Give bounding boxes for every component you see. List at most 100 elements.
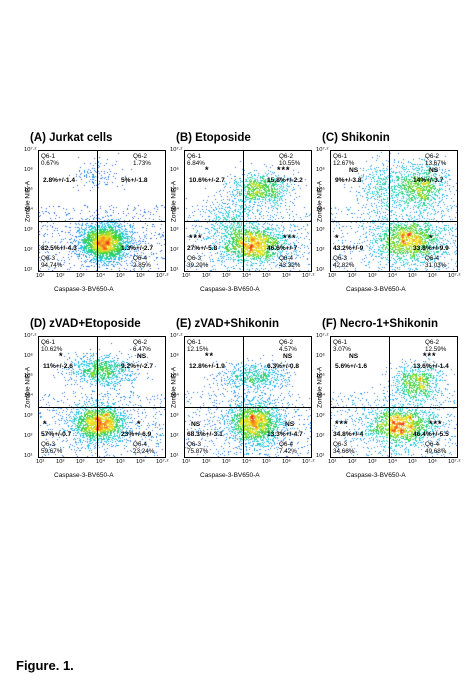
- y-tick-label: 10⁷·²: [170, 147, 183, 153]
- quadrant-name-q3: Q6-3: [41, 441, 55, 448]
- y-tick-label: 10⁵: [316, 187, 325, 193]
- mean-value-lr: 1.3%+/-2.7: [121, 245, 154, 252]
- significance-ll: ***: [189, 233, 203, 243]
- quadrant-pct-q2: 10.55%: [279, 160, 301, 167]
- mean-value-ll: 57%+/-0.7: [41, 431, 72, 438]
- x-tick-label: 10¹: [328, 459, 337, 465]
- scatter-plot: Q6-1 10.62% Q6-2 6.47% Q6-3 59.67% Q6-4 23.24% *…: [38, 336, 166, 458]
- quadrant-name-q1: Q6-1: [333, 153, 347, 160]
- mean-value-ur: 15.8%+/-2.2: [267, 177, 303, 184]
- quadrant-name-q1: Q6-1: [187, 153, 201, 160]
- quadrant-gate-vertical[interactable]: [243, 337, 244, 457]
- quadrant-gate-horizontal[interactable]: [39, 221, 165, 222]
- x-tick-label: 10⁷·²: [156, 459, 169, 465]
- y-tick-label: 10⁴: [170, 393, 179, 399]
- flow-panel: (F) Necro-1+Shikonin Q6-1 3.07% Q6-2 12.59% Q…: [316, 318, 460, 508]
- significance-lr: ***: [283, 233, 297, 243]
- quadrant-gate-vertical[interactable]: [243, 151, 244, 271]
- quadrant-gate-horizontal[interactable]: [331, 407, 457, 408]
- quadrant-pct-q1: 12.15%: [187, 346, 209, 353]
- quadrant-gate-vertical[interactable]: [389, 151, 390, 271]
- quadrant-pct-q1: 6.84%: [187, 160, 205, 167]
- x-axis-label: Caspase-3-BV650-A: [200, 286, 260, 293]
- significance-ul: *: [59, 351, 64, 361]
- mean-value-ul: 5.6%+/-1.6: [335, 363, 368, 370]
- flow-panel: (D) zVAD+Etoposide Q6-1 10.62% Q6-2 6.47% Q6-…: [24, 318, 168, 508]
- significance-ur: ***: [277, 165, 291, 175]
- quadrant-name-q3: Q6-3: [333, 255, 347, 262]
- quadrant-name-q2: Q6-2: [425, 153, 439, 160]
- quadrant-name-q4: Q6-4: [425, 255, 439, 262]
- ns-ur: NS: [283, 353, 293, 360]
- y-tick-label: 10⁴: [316, 207, 325, 213]
- quadrant-pct-q2: 4.57%: [279, 346, 297, 353]
- density-scatter: [39, 337, 165, 457]
- y-tick-label: 10⁴: [316, 393, 325, 399]
- significance-ll: *: [335, 233, 340, 243]
- ns-ur: NS: [429, 167, 439, 174]
- quadrant-gate-horizontal[interactable]: [39, 407, 165, 408]
- quadrant-gate-vertical[interactable]: [389, 337, 390, 457]
- quadrant-pct-q1: 10.62%: [41, 346, 63, 353]
- mean-value-ll: 34.8%+/-4: [333, 431, 364, 438]
- y-tick-label: 10⁵: [24, 373, 33, 379]
- x-tick-label: 10⁶: [282, 273, 291, 279]
- x-tick-label: 10⁶: [282, 459, 291, 465]
- x-tick-label: 10¹: [182, 273, 191, 279]
- x-tick-label: 10⁷·²: [302, 273, 315, 279]
- density-scatter: [331, 151, 457, 271]
- y-tick-label: 10²: [24, 247, 33, 253]
- scatter-plot: Q6-1 12.67% Q6-2 13.67% Q6-3 42.82% Q6-4 31.03%…: [330, 150, 458, 272]
- quadrant-pct-q1: 3.07%: [333, 346, 351, 353]
- quadrant-name-q4: Q6-4: [279, 441, 293, 448]
- quadrant-gate-vertical[interactable]: [97, 151, 98, 271]
- significance-lr: *: [137, 419, 142, 429]
- x-axis-label: Caspase-3-BV650-A: [346, 286, 406, 293]
- x-tick-label: 10³: [222, 273, 231, 279]
- y-tick-label: 10⁷·²: [170, 333, 183, 339]
- mean-value-lr: 46.6%+/-7: [267, 245, 298, 252]
- y-tick-label: 10³: [170, 413, 179, 419]
- x-tick-label: 10⁵: [116, 273, 125, 279]
- quadrant-pct-q4: 31.03%: [425, 262, 447, 269]
- y-tick-label: 10⁶: [316, 167, 325, 173]
- quadrant-name-q1: Q6-1: [41, 153, 55, 160]
- quadrant-pct-q2: 6.47%: [133, 346, 151, 353]
- x-tick-label: 10³: [222, 459, 231, 465]
- y-tick-label: 10⁴: [170, 207, 179, 213]
- quadrant-gate-vertical[interactable]: [97, 337, 98, 457]
- significance-ur: ***: [423, 351, 437, 361]
- quadrant-name-q4: Q6-4: [133, 441, 147, 448]
- mean-value-ur: 5%+/-1.8: [121, 177, 148, 184]
- x-tick-label: 10¹: [328, 273, 337, 279]
- y-axis-label: Zombie NIR-A: [316, 180, 324, 223]
- x-tick-label: 10³: [368, 273, 377, 279]
- x-axis-label: Caspase-3-BV650-A: [54, 286, 114, 293]
- x-tick-label: 10⁵: [408, 459, 417, 465]
- quadrant-name-q2: Q6-2: [279, 339, 293, 346]
- x-tick-label: 10³: [368, 459, 377, 465]
- x-tick-label: 10⁴: [388, 273, 397, 279]
- mean-value-ul: 2.8%+/-1.4: [43, 177, 76, 184]
- significance-lr: *: [429, 233, 434, 243]
- y-tick-label: 10⁶: [24, 353, 33, 359]
- quadrant-pct-q2: 13.67%: [425, 160, 447, 167]
- mean-value-lr: 23%+/-6.9: [121, 431, 152, 438]
- flow-panel: (A) Jurkat cells Q6-1 0.67% Q6-2 1.73% Q6-3 94…: [24, 132, 168, 322]
- quadrant-gate-horizontal[interactable]: [185, 221, 311, 222]
- y-tick-label: 10⁵: [170, 187, 179, 193]
- panel-title: (D) zVAD+Etoposide: [30, 318, 141, 330]
- mean-value-ll: 27%+/-5.8: [187, 245, 218, 252]
- quadrant-pct-q2: 12.59%: [425, 346, 447, 353]
- y-tick-label: 10³: [24, 227, 33, 233]
- x-tick-label: 10¹: [182, 459, 191, 465]
- scatter-plot: Q6-1 3.07% Q6-2 12.59% Q6-3 34.66% Q6-4 49.68% N…: [330, 336, 458, 458]
- mean-value-ul: 9%+/-3.8: [335, 177, 362, 184]
- quadrant-gate-horizontal[interactable]: [185, 407, 311, 408]
- x-tick-label: 10²: [56, 273, 65, 279]
- ns-ul: NS: [349, 353, 359, 360]
- quadrant-gate-horizontal[interactable]: [331, 221, 457, 222]
- quadrant-name-q4: Q6-4: [133, 255, 147, 262]
- quadrant-pct-q3: 94.74%: [41, 262, 63, 269]
- mean-value-ur: 14%+/-3.7: [413, 177, 444, 184]
